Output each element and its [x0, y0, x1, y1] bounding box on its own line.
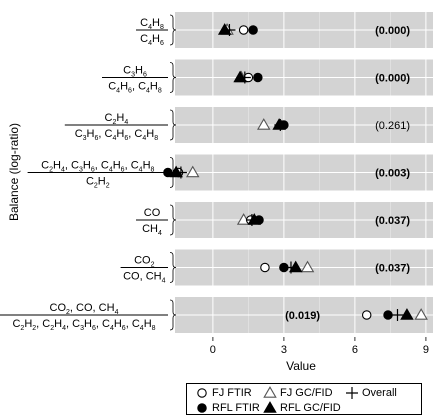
legend-item-fj-ftir: FJ FTIR [195, 386, 252, 399]
legend-symbol [263, 401, 277, 413]
legend-label: RFL GC/FID [280, 401, 341, 414]
brace [169, 299, 177, 331]
legend-symbol [197, 403, 207, 413]
brace [169, 14, 177, 46]
x-tick-label: 9 [423, 344, 429, 356]
legend-symbol [197, 388, 207, 398]
p-value-label: (0.000) [375, 25, 410, 37]
balance-label: C3H6​ C4H6​, C4H8​ [102, 62, 177, 95]
p-value-label: (0.037) [375, 215, 410, 227]
legend-item-fj-gc-fid: FJ GC/FID [263, 386, 333, 399]
point-rfl-ftir [383, 310, 393, 320]
balance-numerator: C3H6​ [123, 65, 147, 79]
point-overall [284, 261, 297, 274]
balance-numerator: C2H4​, C3H6​, C4H6​, C4H8​ [41, 160, 154, 174]
legend: FJ FTIR FJ GC/FID Overall RFL FTIR RFL GC/FI… [186, 383, 422, 415]
legend-item-overall: Overall [345, 386, 397, 399]
point-rfl-ftir [163, 167, 173, 178]
point-fj-ftir [260, 262, 270, 273]
point-fj-gc-fid [185, 165, 200, 178]
legend-item-rfl-gc-fid: RFL GC/FID [263, 401, 341, 414]
point-overall [174, 166, 187, 179]
balance-denominator: C2H2​, C2H4​, C3H6​, C4H6​, C4H8​ [12, 318, 155, 332]
legend-marker-icon [197, 403, 207, 413]
balance-denominator: CH4​ [142, 223, 162, 237]
legend-marker-icon [346, 387, 358, 399]
y-axis-title: Balance (log-ratio) [7, 123, 21, 221]
balance-label: CO CH4​ [136, 204, 177, 237]
p-value-label: (0.037) [375, 263, 410, 275]
p-value-label: (0.261) [375, 120, 410, 132]
legend-label: FJ FTIR [212, 386, 252, 399]
legend-label: FJ GC/FID [280, 386, 333, 399]
point-rfl-gc-fid [400, 308, 414, 320]
balance-numerator: CO2​, CO, CH4​ [50, 302, 119, 316]
balance-numerator: C2H4​ [105, 112, 129, 126]
legend-symbol [346, 387, 358, 399]
p-value-labels: (0.000) (0.000) (0.261) (0.003) (0.037) (0.03… [285, 25, 410, 322]
legend-marker-icon [263, 386, 277, 398]
balance-labels: C4H8​ C4H6​ C3H6​ C4H6​, C4H8​ C2H4​ C3H6​, C… [0, 14, 177, 332]
point-fj-ftir [238, 25, 249, 35]
legend-marker-icon [263, 401, 277, 413]
balance-denominator: C4H6​ [140, 33, 164, 47]
x-tick-label: 3 [281, 344, 287, 356]
point-overall [245, 214, 258, 226]
brace [169, 109, 177, 141]
point-rfl-gc-fid [233, 70, 247, 83]
p-value-label: (0.000) [375, 73, 410, 85]
balance-label: C4H8​ C4H6​ [136, 14, 177, 47]
balance-numerator: C4H8​ [140, 17, 164, 31]
brace [169, 252, 177, 283]
balance-denominator: C4H6​, C4H8​ [108, 81, 162, 95]
x-tick-label: 0 [210, 344, 216, 356]
brace [169, 62, 177, 93]
legend-marker-icon [197, 388, 207, 398]
balance-numerator: CO2​ [134, 255, 155, 269]
balance-label: C2H4​ C3H6​, C4H6​, C4H8​ [64, 109, 177, 142]
point-rfl-ftir [253, 72, 263, 83]
point-rfl-gc-fid [288, 260, 303, 273]
point-overall [391, 309, 404, 321]
legend-label: RFL FTIR [212, 401, 260, 414]
balance-denominator: C2H2​ [86, 176, 110, 190]
x-tick-label: 6 [352, 344, 358, 356]
p-value-label: (0.003) [375, 168, 410, 180]
point-fj-gc-fid [414, 308, 428, 320]
x-axis: 0 3 6 9 [210, 337, 429, 356]
balance-label: CO2​, CO, CH4​ C2H2​, C2H4​, C3H6​, C4H6​… [0, 299, 177, 332]
point-overall [238, 71, 251, 84]
point-rfl-gc-fid [169, 165, 183, 178]
point-overall [223, 24, 236, 36]
point-fj-gc-fid [257, 118, 271, 130]
balance-denominator: CO, CH4​ [123, 271, 166, 285]
point-fj-ftir [361, 310, 372, 320]
p-value-label: (0.019) [285, 310, 320, 322]
legend-item-rfl-ftir: RFL FTIR [195, 401, 260, 414]
balance-label: CO2​ CO, CH4​ [120, 252, 177, 285]
point-overall [274, 119, 287, 131]
brace [169, 204, 177, 236]
data-points [163, 23, 428, 321]
point-rfl-gc-fid [217, 23, 232, 35]
balance-denominator: C3H6​, C4H6​, C4H8​ [75, 128, 158, 142]
legend-symbol [263, 386, 277, 398]
legend-label: Overall [362, 386, 397, 399]
balance-label: C2H4​, C3H6​, C4H6​, C4H8​ C2H2​ [27, 157, 177, 190]
point-rfl-ftir [248, 25, 258, 35]
balance-numerator: CO [144, 207, 161, 219]
x-axis-title: Value [286, 359, 316, 373]
point-fj-gc-fid [300, 260, 315, 273]
